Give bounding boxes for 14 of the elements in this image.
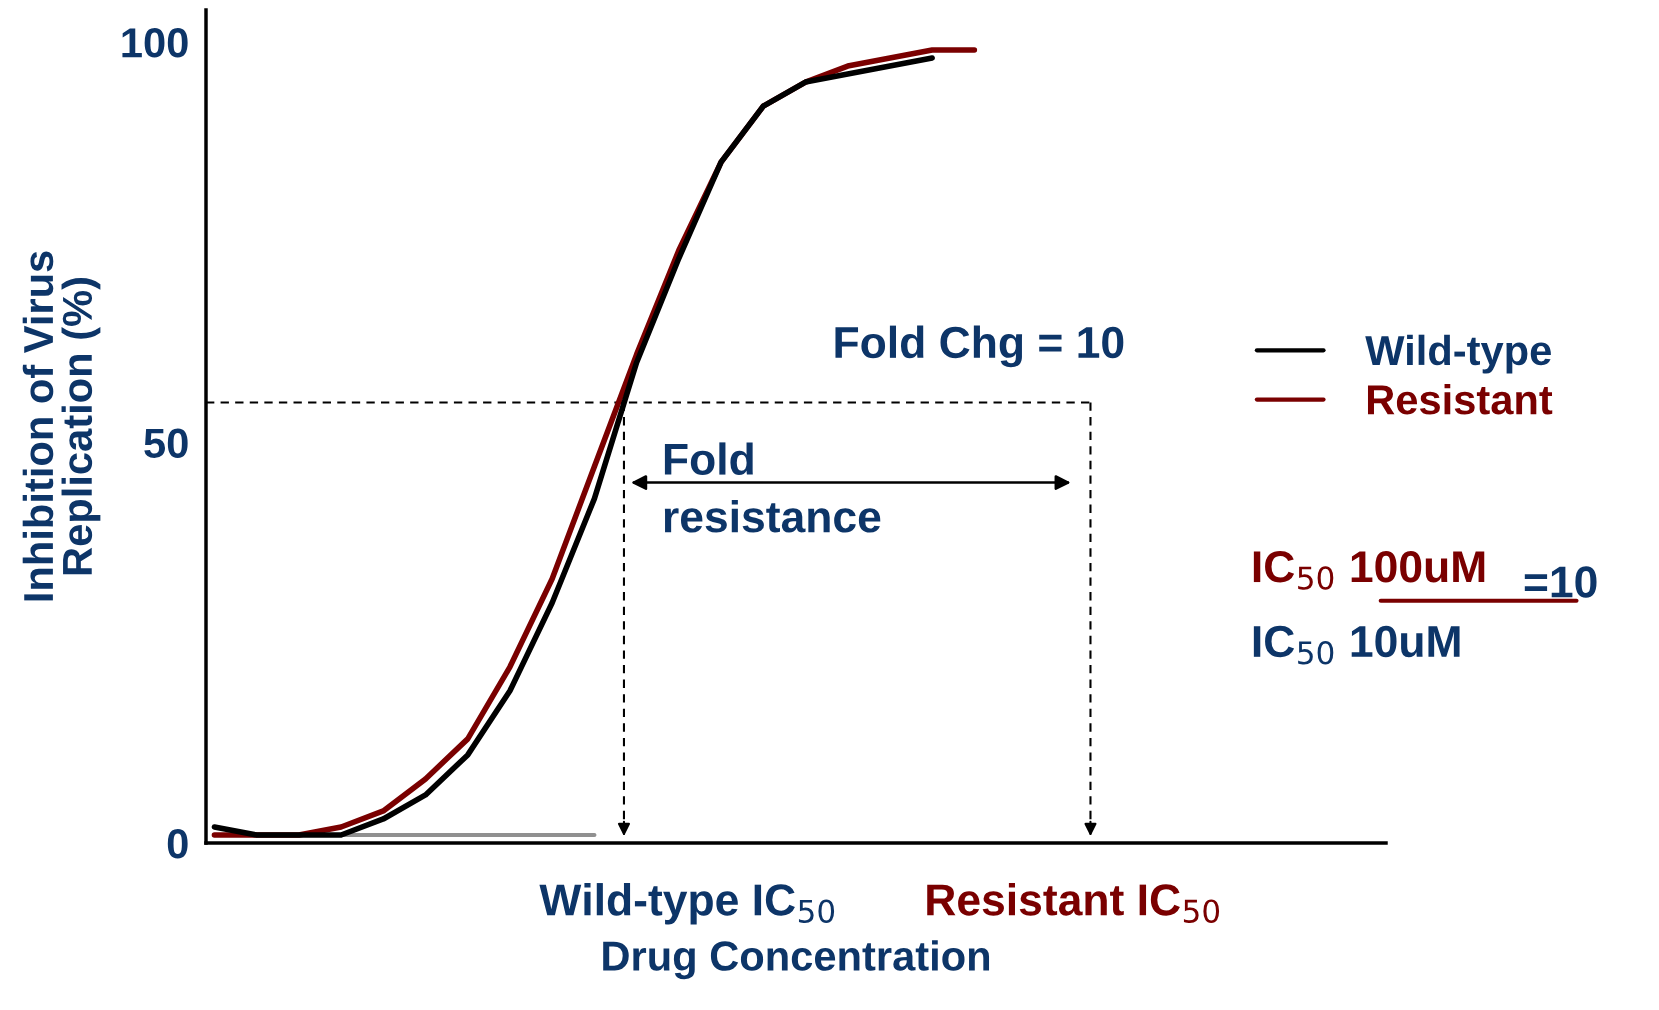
legend-label: Wild-type — [1365, 334, 1551, 374]
annotation: Fold resistance — [664, 442, 881, 533]
text: =10 — [1524, 566, 1597, 598]
annotation: Fold Chg = 10 — [835, 325, 1124, 368]
y-axis-title: Inhibition of Virus Replication (%) — [22, 251, 101, 601]
x-axis-title: Drug Concentration — [603, 940, 990, 980]
text: Resistant IC$_{50}$ — [927, 883, 1220, 923]
y-tick-label: 50 — [144, 428, 188, 459]
y-tick-label: 0 — [167, 829, 188, 859]
text: Wild-type IC$_{50}$ — [539, 883, 835, 925]
y-tick-label: 100 — [122, 28, 188, 58]
annotation: IC$_{50}$ 100uM — [1253, 551, 1485, 590]
legend-label: Resistant — [1367, 383, 1553, 415]
annotation: IC$_{50}$ 10uM — [1253, 625, 1460, 665]
